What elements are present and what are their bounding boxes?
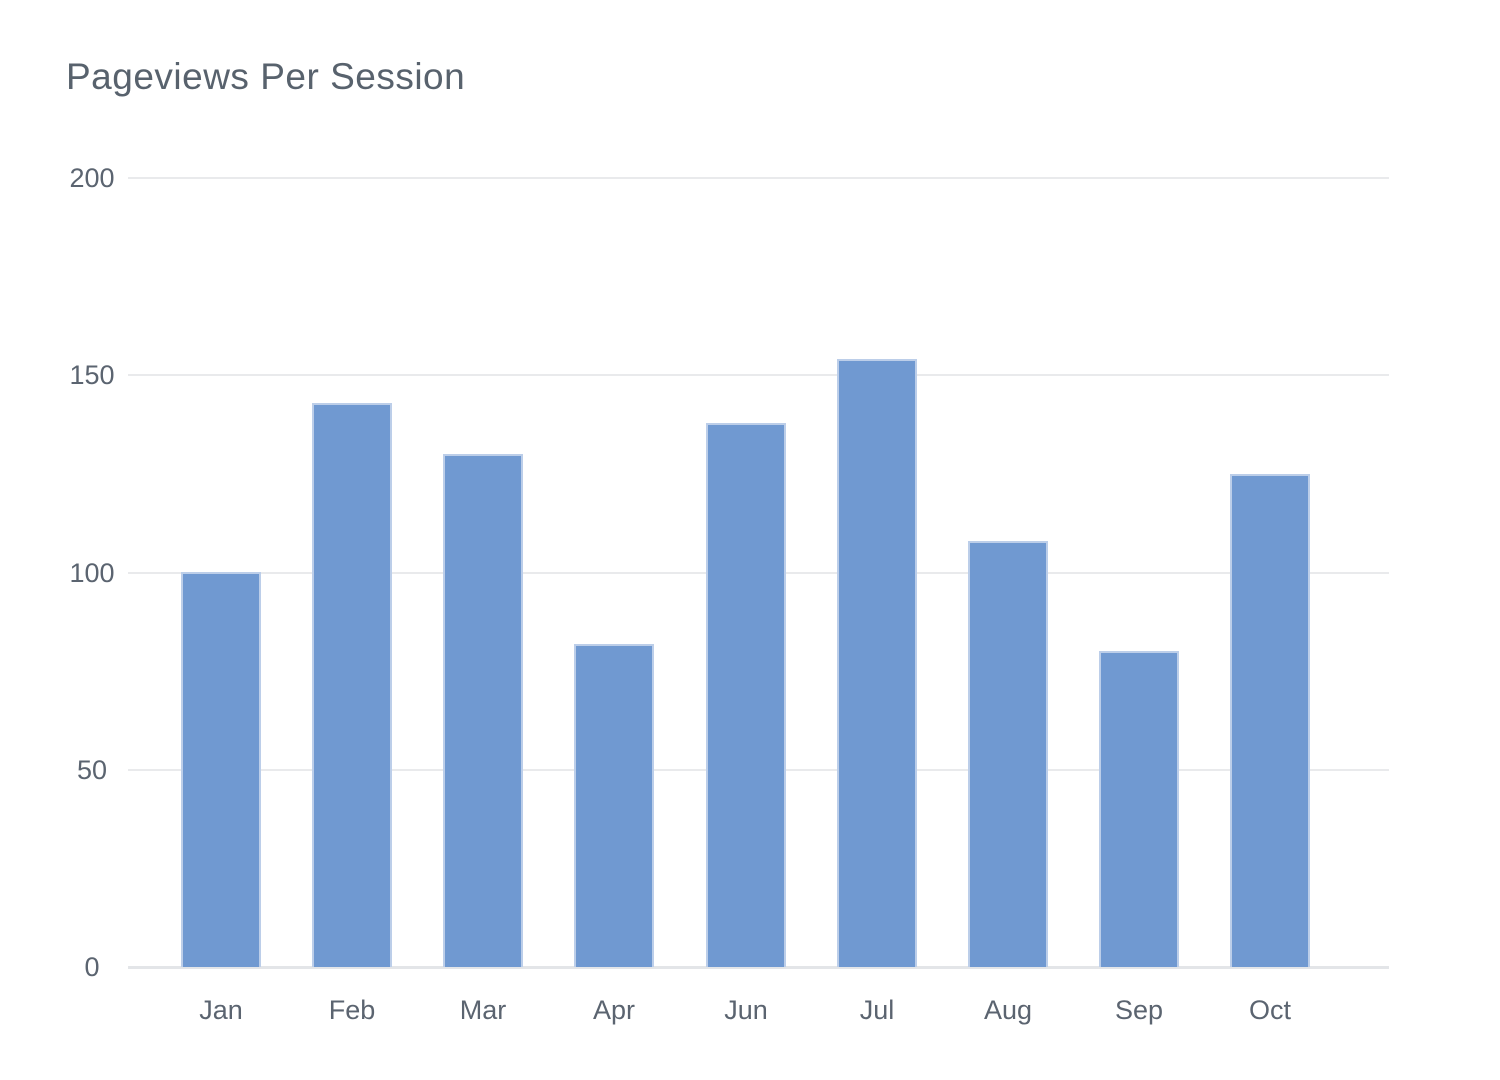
bar-apr[interactable] — [574, 644, 654, 967]
x-axis-tick-label: Jun — [724, 995, 768, 1025]
x-axis-tick-label: Sep — [1114, 995, 1164, 1025]
bar-oct[interactable] — [1230, 474, 1310, 967]
x-axis-tick-label: Apr — [592, 995, 636, 1025]
chart-title: Pageviews Per Session — [66, 56, 466, 97]
y-axis-tick-label: 150 — [69, 360, 115, 390]
bar-aug[interactable] — [968, 541, 1048, 967]
y-axis-tick-label: 50 — [76, 755, 108, 785]
x-axis-baseline — [128, 966, 1389, 969]
bar-jan[interactable] — [181, 572, 261, 967]
bar-jun[interactable] — [706, 423, 786, 967]
x-axis-tick-label: Aug — [983, 995, 1033, 1025]
x-axis-tick-label: Jan — [199, 995, 243, 1025]
x-axis-tick-label: Feb — [328, 995, 376, 1025]
y-axis-tick-label: 0 — [84, 952, 100, 982]
bar-feb[interactable] — [312, 403, 392, 967]
y-axis-tick-label: 100 — [69, 558, 115, 588]
y-gridline — [128, 177, 1389, 179]
bar-jul[interactable] — [837, 359, 917, 967]
y-gridline — [128, 374, 1389, 376]
x-axis-tick-label: Oct — [1248, 995, 1291, 1025]
bar-sep[interactable] — [1099, 651, 1179, 967]
x-axis-tick-label: Jul — [859, 995, 895, 1025]
y-axis-tick-label: 200 — [69, 163, 115, 193]
x-axis-tick-label: Mar — [459, 995, 507, 1025]
bar-mar[interactable] — [443, 454, 523, 967]
